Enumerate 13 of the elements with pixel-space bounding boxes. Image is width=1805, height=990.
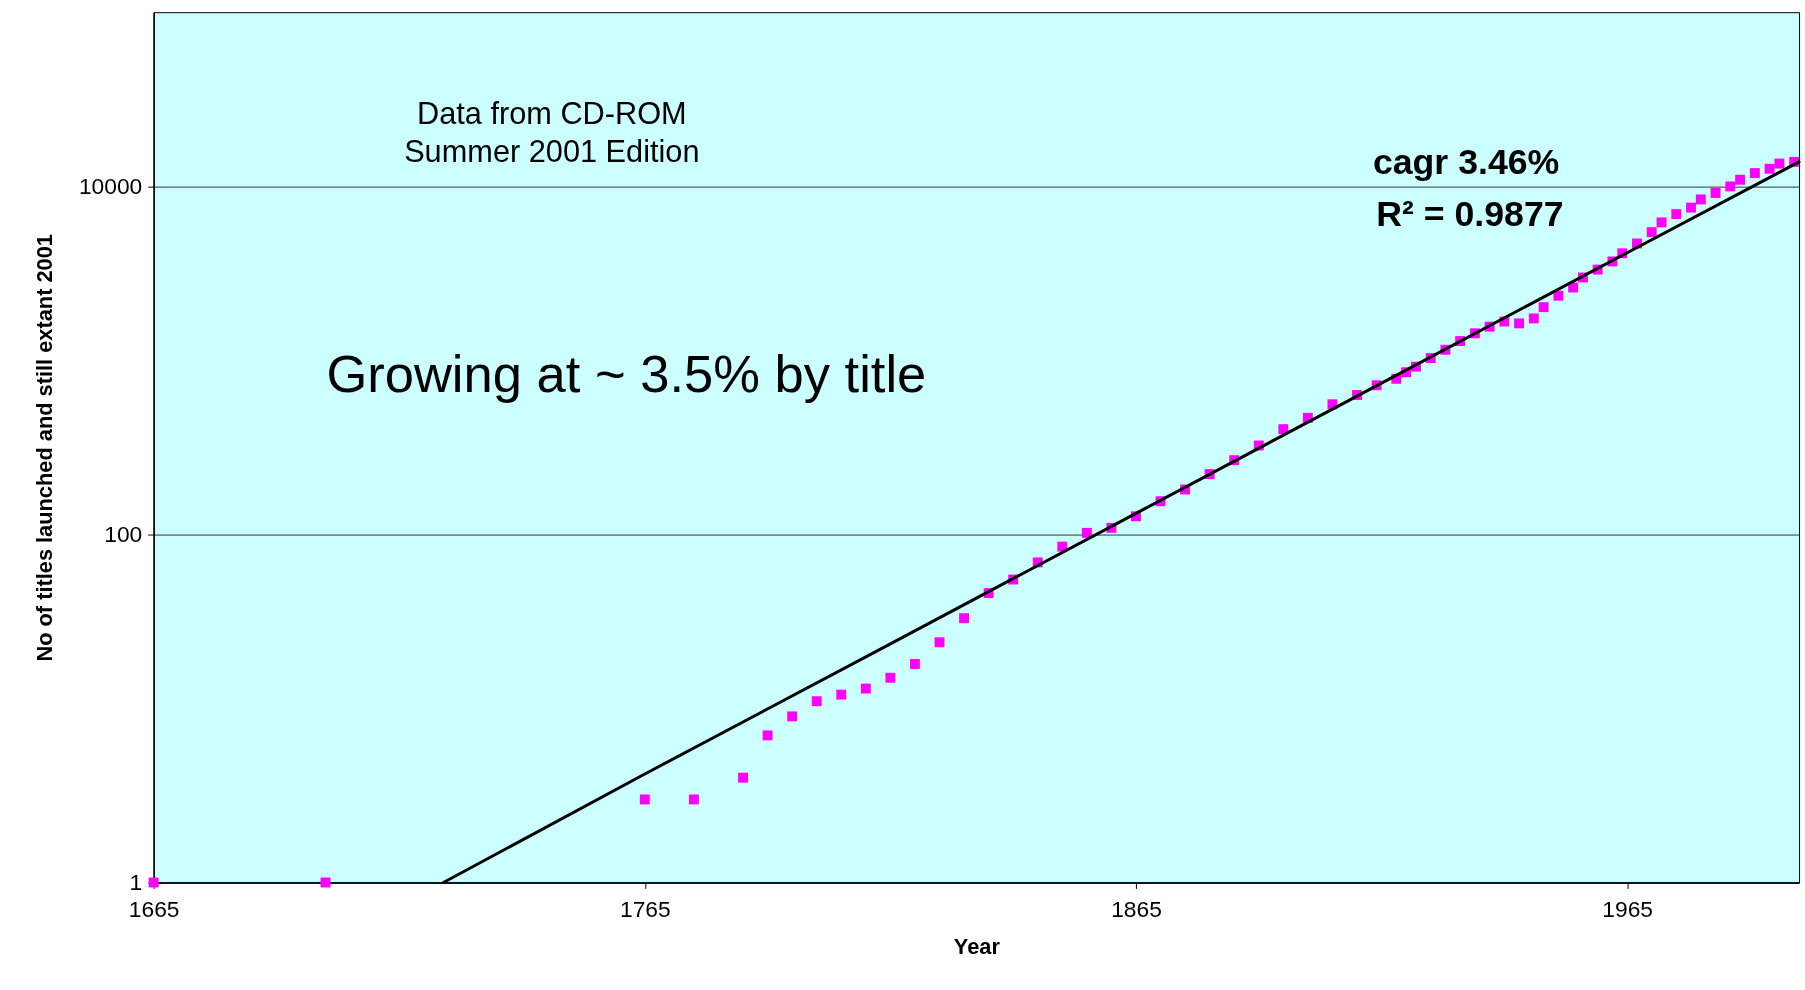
y-axis-title: No of titles launched and still extant 2001 [32,234,58,662]
y-tick-label: 1 [129,868,143,895]
annotation: Data from CD-ROM Summer 2001 Edition [404,95,700,170]
x-tick-label: 1765 [619,895,671,922]
x-tick-label: 1865 [1111,895,1162,922]
x-axis-title: Year [953,934,1001,960]
x-tick-label: 1665 [128,895,180,922]
annotation: Growing at ~ 3.5% by title [326,343,927,403]
x-tick-label: 1965 [1602,895,1653,922]
annotation: R² = 0.9877 [1376,193,1564,234]
y-tick-label: 100 [104,520,143,547]
y-tick-label: 10000 [78,172,143,199]
annotation: cagr 3.46% [1372,141,1560,182]
